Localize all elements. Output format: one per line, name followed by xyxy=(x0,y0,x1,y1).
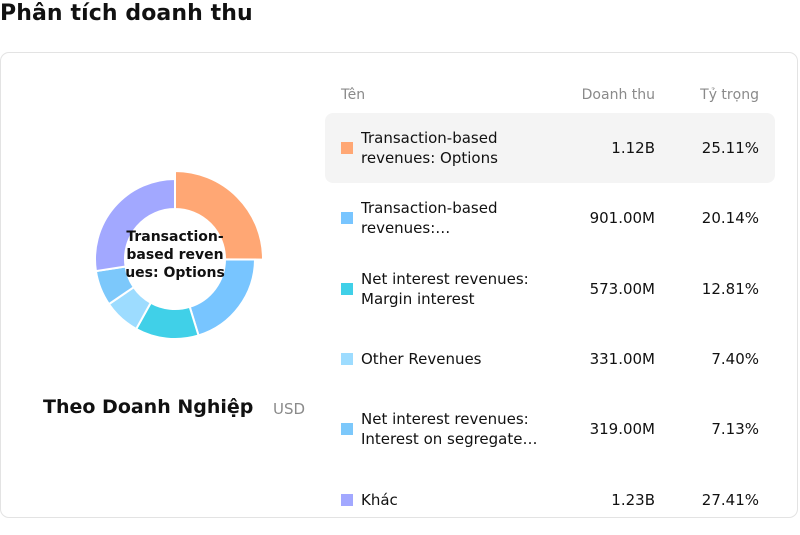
currency-label: USD xyxy=(273,400,306,418)
revenue-card xyxy=(0,52,798,518)
row-name: Other Revenues xyxy=(361,324,557,394)
column-header-share: Tỷ trọng xyxy=(700,87,759,103)
row-revenue: 331.00M xyxy=(589,349,655,368)
row-name-text: Net interest revenues: Margin interest xyxy=(361,269,529,308)
table-row[interactable]: Other Revenues 331.00M 7.40% xyxy=(325,324,775,394)
legend-swatch xyxy=(341,423,353,436)
table-row[interactable]: Transaction-based revenues:… 901.00M 20.14… xyxy=(325,183,775,253)
row-name-text: Khác xyxy=(361,490,398,509)
row-name: Khác xyxy=(361,465,557,535)
legend-swatch xyxy=(341,352,353,365)
row-share: 7.40% xyxy=(711,349,759,368)
table-row[interactable]: Net interest revenues: Interest on segre… xyxy=(325,394,775,464)
row-name: Net interest revenues: Interest on segre… xyxy=(361,394,557,464)
row-name: Transaction-based revenues:… xyxy=(361,183,557,253)
row-name: Transaction-based revenues: Options xyxy=(361,113,557,183)
donut-chart[interactable] xyxy=(92,172,266,346)
row-share: 20.14% xyxy=(701,209,759,228)
row-share: 25.11% xyxy=(701,139,759,157)
row-name-text: Transaction-based revenues: Options xyxy=(361,129,498,167)
chart-subtitle: Theo Doanh Nghiệp xyxy=(43,396,254,418)
row-share: 27.41% xyxy=(701,490,759,509)
column-header-name: Tên xyxy=(341,87,366,103)
donut-slice[interactable] xyxy=(94,177,176,273)
row-name-text: Net interest revenues: Interest on segre… xyxy=(361,410,538,449)
table-row[interactable]: Khác 1.23B 27.41% xyxy=(325,465,775,535)
row-share: 7.13% xyxy=(711,420,759,439)
legend-swatch xyxy=(341,142,353,154)
row-name-text: Other Revenues xyxy=(361,349,482,368)
table-row[interactable]: Transaction-based revenues: Options 1.12B… xyxy=(325,113,775,183)
row-share: 12.81% xyxy=(701,279,759,298)
row-revenue: 573.00M xyxy=(589,279,655,298)
row-name-text: Transaction-based revenues:… xyxy=(361,199,498,238)
donut-slice[interactable] xyxy=(174,172,264,261)
column-header-revenue: Doanh thu xyxy=(581,87,655,103)
legend-swatch xyxy=(341,212,353,225)
legend-swatch xyxy=(341,493,353,506)
donut-center-label: Transaction-based revenues: Options xyxy=(125,229,225,281)
table-row[interactable]: Net interest revenues: Margin interest 57… xyxy=(325,254,775,324)
page-title: Phân tích doanh thu xyxy=(0,1,253,26)
row-revenue: 901.00M xyxy=(589,209,655,228)
row-name: Net interest revenues: Margin interest xyxy=(361,254,557,324)
row-revenue: 1.23B xyxy=(611,490,655,509)
row-revenue: 1.12B xyxy=(611,139,655,157)
legend-swatch xyxy=(341,282,353,295)
row-revenue: 319.00M xyxy=(589,420,655,439)
